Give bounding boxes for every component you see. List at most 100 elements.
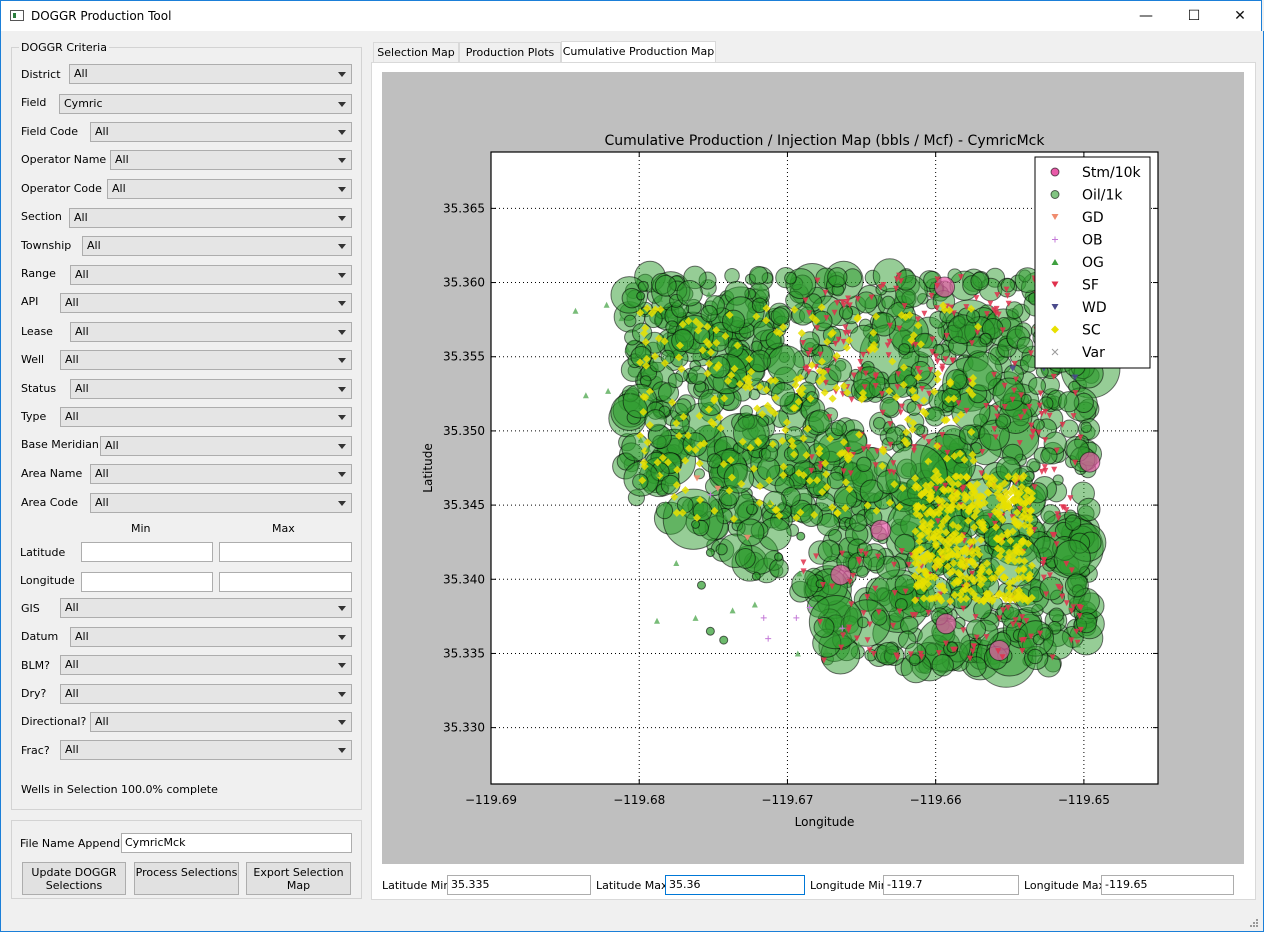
sf-point [950, 357, 957, 364]
sc-point [1018, 573, 1027, 582]
sf-point [939, 432, 946, 439]
sc-point [1012, 487, 1021, 496]
criteria-combo[interactable]: All [70, 322, 352, 342]
resize-grip-icon[interactable] [1248, 917, 1258, 927]
sc-point [842, 343, 851, 352]
oil-point [734, 547, 756, 569]
chevron-down-icon [338, 415, 346, 420]
legend: Stm/10k Oil/1k GD OB OG SF WD SC Var [1034, 156, 1151, 369]
sc-point [643, 438, 652, 447]
latitude-min-input[interactable] [81, 542, 213, 562]
ob-series [707, 491, 846, 642]
sf-point [999, 327, 1006, 334]
sc-point [1006, 536, 1015, 545]
criteria-combo[interactable]: All [60, 598, 352, 618]
sc-point [815, 449, 824, 458]
sf-point [1021, 408, 1028, 415]
criteria-combo[interactable]: All [69, 64, 352, 84]
chevron-down-icon [338, 330, 346, 335]
oil-point [876, 642, 900, 666]
minimize-button[interactable]: — [1139, 8, 1153, 24]
sf-point [902, 588, 909, 595]
sc-point [1003, 530, 1012, 539]
sf-point [991, 426, 998, 433]
sf-point [845, 295, 852, 302]
criteria-label: BLM? [21, 659, 51, 672]
sc-point [907, 336, 916, 345]
tab-selection-map[interactable]: Selection Map [373, 42, 459, 62]
criteria-combo[interactable]: All [69, 208, 352, 228]
sc-point [952, 415, 961, 424]
criteria-combo[interactable]: All [60, 740, 352, 760]
close-button[interactable]: ✕ [1234, 8, 1246, 24]
criteria-combo[interactable]: All [70, 265, 352, 285]
sc-point [888, 357, 897, 366]
sc-point [885, 498, 894, 507]
sf-point [866, 647, 873, 654]
oil-point [691, 519, 701, 529]
criteria-combo[interactable]: All [60, 293, 352, 313]
latitude-max-input[interactable] [219, 542, 352, 562]
og-point [799, 444, 806, 451]
criteria-combo[interactable]: All [60, 684, 352, 704]
sc-point [913, 553, 922, 562]
criteria-combo-value: All [95, 496, 109, 509]
sf-point [860, 610, 867, 617]
x-tick-label: −119.65 [1058, 793, 1110, 807]
criteria-combo[interactable]: All [70, 627, 352, 647]
lon-min-input[interactable]: -119.7 [883, 875, 1019, 895]
sc-point [746, 443, 755, 452]
export-selection-map-button[interactable]: Export Selection Map [246, 862, 351, 895]
sc-series [636, 301, 1036, 606]
lon-max-input[interactable]: -119.65 [1101, 875, 1234, 895]
criteria-combo[interactable]: Cymric [59, 94, 352, 114]
criteria-label: Operator Code [21, 182, 102, 195]
sc-point [933, 477, 942, 486]
lat-max-input[interactable]: 35.36 [665, 875, 805, 895]
longitude-max-input[interactable] [219, 572, 352, 592]
criteria-combo[interactable]: All [107, 179, 352, 199]
criteria-combo[interactable]: All [90, 712, 352, 732]
og-point [572, 307, 579, 314]
sf-point [911, 444, 918, 451]
maximize-button[interactable]: ☐ [1187, 8, 1201, 24]
tab-cumulative-production-map[interactable]: Cumulative Production Map [561, 41, 716, 63]
oil-point [791, 570, 820, 599]
tab-production-plots[interactable]: Production Plots [459, 42, 561, 62]
longitude-min-input[interactable] [81, 572, 213, 592]
oil-point [827, 267, 848, 288]
criteria-combo[interactable]: All [70, 379, 352, 399]
criteria-combo[interactable]: All [82, 236, 352, 256]
sc-point [755, 498, 764, 507]
sf-point [1072, 459, 1079, 466]
criteria-combo[interactable]: All [60, 350, 352, 370]
file-appendix-label: File Name Appendix [20, 837, 130, 850]
criteria-combo[interactable]: All [90, 464, 352, 484]
sc-point [956, 410, 965, 419]
sc-point [993, 534, 1002, 543]
oil-point [770, 382, 796, 407]
criteria-combo[interactable]: All [100, 436, 352, 456]
sf-point [921, 434, 928, 441]
sf-point [800, 568, 807, 575]
sc-point [857, 395, 866, 404]
sc-point [999, 573, 1008, 582]
sf-point [1016, 506, 1023, 513]
sf-point [846, 302, 853, 309]
update-doggr-button[interactable]: Update DOGGR Selections [22, 862, 126, 895]
sc-point [775, 511, 784, 520]
criteria-combo[interactable]: All [90, 122, 352, 142]
oil-point [1058, 391, 1080, 413]
axes-frame [490, 151, 1159, 785]
criteria-combo[interactable]: All [60, 407, 352, 427]
process-selections-button[interactable]: Process Selections [134, 862, 239, 895]
sc-point [904, 415, 913, 424]
criteria-combo[interactable]: All [90, 493, 352, 513]
criteria-combo[interactable]: All [60, 655, 352, 675]
ob-point [760, 614, 767, 621]
file-appendix-input[interactable]: CymricMck [121, 833, 352, 853]
sc-point [968, 379, 977, 388]
sf-point [1063, 561, 1070, 568]
criteria-combo[interactable]: All [110, 150, 352, 170]
lat-min-input[interactable]: 35.335 [447, 875, 591, 895]
